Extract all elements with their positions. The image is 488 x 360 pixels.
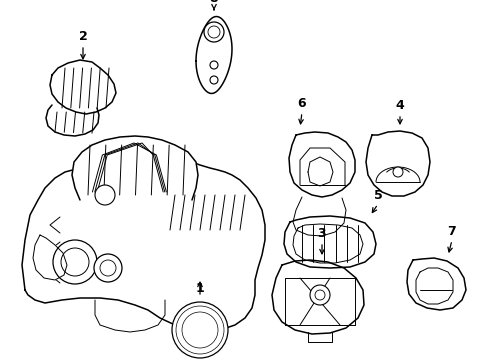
Circle shape: [207, 26, 220, 38]
Polygon shape: [365, 131, 429, 196]
Circle shape: [203, 22, 224, 42]
Circle shape: [179, 309, 221, 351]
Circle shape: [309, 285, 329, 305]
Text: 6: 6: [297, 97, 305, 110]
Circle shape: [185, 316, 214, 344]
Text: 1: 1: [195, 282, 204, 295]
Polygon shape: [50, 60, 116, 114]
Polygon shape: [284, 216, 375, 268]
Polygon shape: [33, 235, 67, 280]
Polygon shape: [72, 136, 198, 200]
Circle shape: [172, 302, 227, 358]
Text: 8: 8: [209, 0, 218, 5]
Circle shape: [193, 323, 206, 337]
Text: 7: 7: [447, 225, 455, 238]
Circle shape: [176, 306, 224, 354]
Polygon shape: [271, 260, 363, 334]
Polygon shape: [292, 197, 346, 236]
Polygon shape: [196, 17, 231, 94]
Circle shape: [314, 290, 325, 300]
Circle shape: [61, 248, 89, 276]
Polygon shape: [288, 132, 354, 197]
Circle shape: [209, 76, 218, 84]
Circle shape: [95, 185, 115, 205]
Circle shape: [209, 61, 218, 69]
Circle shape: [94, 254, 122, 282]
Circle shape: [53, 240, 97, 284]
Text: 4: 4: [395, 99, 404, 112]
Polygon shape: [406, 258, 465, 310]
Polygon shape: [46, 105, 99, 136]
Circle shape: [392, 167, 402, 177]
Text: 3: 3: [317, 227, 325, 240]
Circle shape: [182, 312, 218, 348]
Text: 5: 5: [373, 189, 382, 202]
Polygon shape: [22, 148, 264, 332]
Circle shape: [100, 260, 116, 276]
Text: 2: 2: [79, 30, 87, 43]
